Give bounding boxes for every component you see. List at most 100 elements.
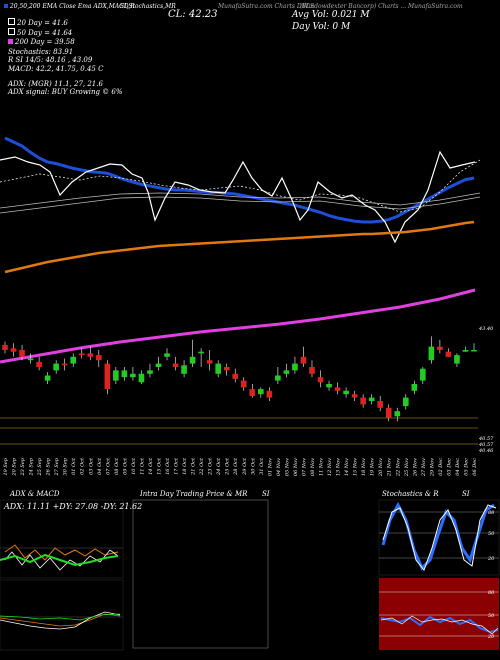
date-label: 28 Oct — [233, 457, 239, 476]
candle-body — [215, 363, 221, 374]
candle-body — [266, 390, 273, 398]
date-label: 06 Nov — [293, 458, 299, 476]
candle-body — [10, 348, 17, 352]
candle-body — [437, 346, 443, 350]
date-label: 11 Nov — [319, 458, 325, 476]
candle-body — [138, 373, 145, 383]
date-label: 22 Oct — [199, 457, 205, 476]
date-label: 19 Nov — [370, 458, 376, 476]
candle-body — [232, 373, 239, 379]
date-label: 02 Dec — [438, 458, 444, 476]
date-label: 05 Nov — [284, 458, 290, 476]
date-label: 01 Nov — [267, 458, 273, 476]
adx-value: ADX: (MGR) 11.1, 27, 21.6 — [8, 80, 103, 88]
candle-body — [19, 350, 25, 357]
date-label: 25 Oct — [225, 457, 231, 476]
candle-body — [292, 363, 298, 371]
stochastics-panel — [378, 499, 500, 576]
candle-body — [2, 344, 8, 350]
candle-body — [70, 356, 77, 364]
candle-body — [326, 384, 332, 388]
date-label: 01 Oct — [71, 457, 77, 475]
candle-body — [36, 361, 42, 367]
date-label: 04 Nov — [276, 458, 282, 476]
candle-body — [420, 368, 426, 381]
ema50-band-a — [0, 192, 481, 209]
candle-body — [402, 397, 409, 407]
candle-body — [61, 363, 68, 366]
date-label: 02 Oct — [80, 457, 86, 475]
candle-body — [181, 365, 187, 374]
ema200-line — [4, 220, 475, 274]
date-label: 25 Nov — [404, 458, 410, 477]
date-label: 24 Sep — [29, 457, 35, 476]
macd-orange-line — [0, 613, 121, 627]
date-label: 06 Dec — [472, 458, 478, 476]
candle-body — [172, 363, 179, 367]
rsi-blue-line — [380, 615, 499, 634]
date-label: 14 Nov — [344, 458, 350, 476]
candle-body — [240, 380, 247, 388]
date-label: 14 Oct — [148, 457, 154, 475]
candle-body — [309, 367, 315, 374]
ema20-line — [4, 136, 475, 224]
candle-body — [428, 346, 435, 361]
rsi-tick-50: 50 — [488, 613, 495, 619]
date-label: 29 Nov — [429, 458, 435, 477]
ema200-text: 200 Day = 39.58 — [15, 38, 75, 46]
ema-lines — [0, 136, 481, 364]
date-label: 27 Nov — [421, 458, 427, 477]
date-label: 04 Dec — [455, 458, 461, 476]
ema20-swatch — [4, 4, 8, 8]
rsi-tick-20: 20 — [487, 634, 495, 640]
date-label: 27 Sep — [54, 457, 60, 476]
candle-body — [454, 355, 460, 364]
price-label-low3: 40.46 — [478, 448, 494, 454]
candle-body — [351, 394, 358, 398]
date-label: 03 Dec — [446, 458, 452, 476]
date-label: 26 Nov — [412, 458, 418, 477]
stoch-tick-50: 50 — [488, 531, 495, 537]
date-label: 23 Oct — [208, 457, 214, 476]
adx-white-line — [4, 549, 119, 571]
candlesticks — [2, 336, 477, 422]
candle-body — [104, 363, 111, 390]
day-volume: Day Vol: 0 M — [292, 22, 351, 32]
price-label-low2: 40.57 — [478, 442, 494, 448]
date-label: 23 Sep — [20, 457, 26, 476]
date-label: 15 Nov — [353, 458, 359, 476]
candle-body — [87, 353, 94, 357]
avg-volume: Avg Vol: 0.021 M — [292, 10, 370, 20]
date-label: 04 Oct — [97, 457, 103, 475]
candle-body — [96, 355, 102, 361]
date-axis: 19 Sep 20 Sep 23 Sep 24 Sep 25 Sep 26 Sep 27 S… — [3, 457, 478, 477]
candle-body — [411, 384, 418, 391]
candle-body — [377, 401, 383, 408]
candle-body — [275, 375, 281, 381]
macd-value: MACD: 42.2, 41.75, 0.45 C — [8, 65, 104, 73]
date-label: 12 Nov — [327, 458, 333, 476]
ema50-band-b — [0, 196, 481, 214]
stochastics-panel-title: Stochastics & R — [382, 490, 439, 498]
candle-body — [249, 389, 256, 396]
candle-body — [113, 370, 119, 381]
adx-panel-values: ADX: 11.11 +DY: 27.08 -DY: 21.62 — [4, 502, 143, 511]
date-label: 26 Sep — [46, 457, 52, 476]
date-label: 30 Sep — [63, 457, 69, 475]
intraday-panel-title: Intra Day Trading Price & MR — [140, 490, 248, 498]
date-label: 09 Oct — [122, 457, 128, 475]
date-label: 20 Sep — [12, 457, 18, 476]
macd-green-line — [0, 613, 121, 621]
candle-body — [78, 353, 85, 356]
date-label: 30 Oct — [250, 457, 256, 475]
candle-body — [44, 375, 51, 381]
stoch-tick-88: 88 — [488, 510, 494, 516]
studies-label: Ema ADX,MACD,R — [77, 3, 135, 10]
date-label: 21 Nov — [387, 458, 393, 477]
price-label-top: 43.40 — [478, 326, 494, 332]
ema50-value: 50 Day = 41.64 — [8, 28, 72, 37]
candle-body — [462, 350, 469, 352]
date-label: 16 Oct — [165, 457, 171, 475]
company-label: (Windowdexter Bancorp) Charts ... Munafa… — [300, 3, 463, 10]
